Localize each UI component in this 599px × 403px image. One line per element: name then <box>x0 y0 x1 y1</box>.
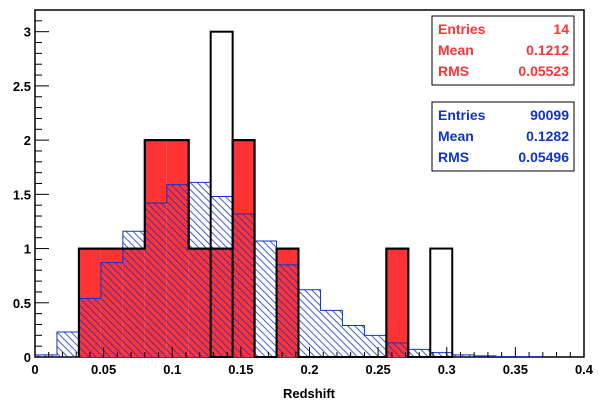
series-1-bin-14 <box>342 325 365 357</box>
y-tick-label: 0.5 <box>13 296 31 311</box>
series-1-bin-13 <box>320 310 343 357</box>
stat-value: 0.1282 <box>526 128 569 144</box>
stat-label: Mean <box>438 128 474 144</box>
series-1-bin-16 <box>386 342 409 357</box>
stat-label: Mean <box>438 42 474 58</box>
x-tick-label: 0.2 <box>300 362 318 377</box>
stat-label: Entries <box>438 107 486 123</box>
stat-value: 90099 <box>530 107 569 123</box>
x-axis-title: Redshift <box>283 386 336 401</box>
x-tick-label: 0 <box>31 362 38 377</box>
x-tick-label: 0.4 <box>575 362 594 377</box>
series-1-bin-4 <box>122 231 145 357</box>
x-tick-label: 0.25 <box>365 362 390 377</box>
x-tick-label: 0.15 <box>228 362 253 377</box>
series-1-bin-3 <box>100 262 123 357</box>
series-1-bin-6 <box>166 184 189 357</box>
series-1-bin-2 <box>78 298 101 357</box>
x-tick-label: 0.3 <box>438 362 456 377</box>
stat-value: 0.1212 <box>526 42 569 58</box>
series-2-bin-1 <box>429 247 454 358</box>
stat-value: 0.05523 <box>518 63 569 79</box>
y-tick-label: 3 <box>24 25 31 40</box>
y-tick-label: 0 <box>24 350 31 365</box>
x-tick-label: 0.05 <box>91 362 116 377</box>
stat-box-1 <box>431 101 575 172</box>
stat-boxes: Entries 14 Mean 0.1212 RMS 0.05523 Entries 9009… <box>431 15 575 172</box>
series-1-bin-9 <box>232 213 255 357</box>
y-tick-label: 1.5 <box>13 187 31 202</box>
axes: 0 0.05 0.1 0.15 0.2 0.25 0.3 0.35 0.4 0 0.5 1 1.5 2 2.… <box>13 20 594 377</box>
series-1-bin-10 <box>254 240 277 357</box>
x-tick-label: 0.35 <box>503 362 528 377</box>
series-1-bin-5 <box>144 203 167 357</box>
y-tick-label: 2 <box>24 133 31 148</box>
series-1-bin-11 <box>276 264 299 357</box>
series-1-bin-7 <box>188 182 211 357</box>
stat-value: 14 <box>553 21 569 37</box>
series-1-bin-19 <box>452 354 475 357</box>
series-1-bin-0 <box>35 354 57 357</box>
stat-box-0 <box>431 15 575 86</box>
series-1-outline <box>34 181 541 358</box>
series-1-bin-20 <box>474 355 497 357</box>
stat-value: 0.05496 <box>518 149 569 165</box>
series-1-bin-18 <box>430 352 453 357</box>
series-1-bin-1 <box>56 332 79 357</box>
y-tick-label: 1 <box>24 242 31 257</box>
stat-label: RMS <box>438 149 469 165</box>
y-tick-label: 2.5 <box>13 79 31 94</box>
series-0-bin-14 <box>386 248 409 357</box>
blue-hatched-histogram-series <box>34 181 541 358</box>
x-tick-label: 0.1 <box>163 362 181 377</box>
series-1-bin-12 <box>298 289 321 357</box>
stat-label: RMS <box>438 63 469 79</box>
series-1-bin-15 <box>364 335 387 357</box>
series-1-bin-8 <box>210 196 233 357</box>
stat-label: Entries <box>438 21 486 37</box>
